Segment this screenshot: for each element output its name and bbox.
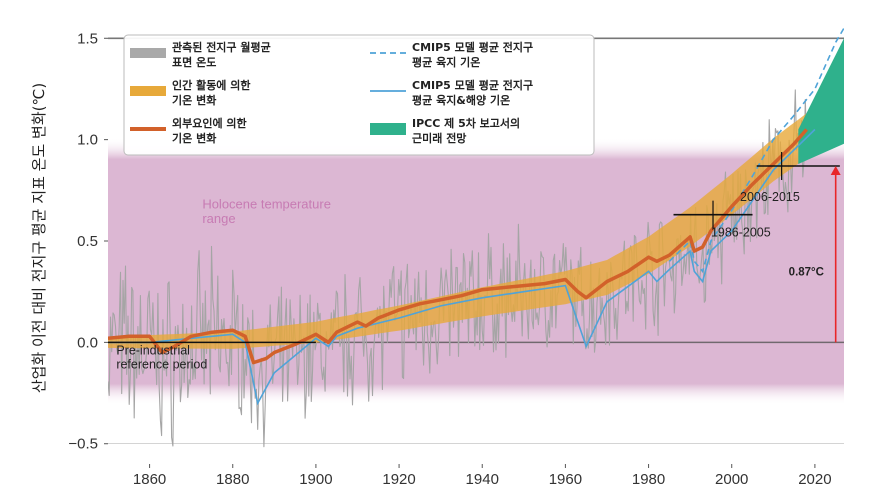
x-tick-label: 1860 bbox=[133, 471, 166, 488]
preindustrial-label-line2: reference period bbox=[116, 358, 207, 372]
legend-swatch bbox=[130, 48, 166, 58]
period-marker-label: 1986-2005 bbox=[711, 226, 771, 240]
holocene-range-label: Holocene temperature range bbox=[202, 197, 331, 226]
preindustrial-label-line1: Pre-industrial bbox=[116, 344, 190, 358]
y-axis-ticks: −0.5 0.0 0.5 1.0 1.5 bbox=[68, 30, 108, 453]
legend-label-line1: 관측된 전지구 월평균 bbox=[172, 40, 271, 54]
period-markers: 1986-2005 2006-2015 bbox=[673, 151, 840, 240]
legend-swatch bbox=[130, 86, 166, 96]
x-tick-label: 2000 bbox=[715, 471, 748, 488]
y-tick-label: 0.0 bbox=[77, 334, 98, 351]
warming-arrow: 0.87°C bbox=[789, 165, 841, 343]
legend-label-line2: 평균 육지 기온 bbox=[412, 55, 480, 69]
x-tick-label: 1980 bbox=[632, 471, 665, 488]
holocene-label-line2: range bbox=[202, 211, 235, 226]
legend-label-line2: 근미래 전망 bbox=[412, 131, 466, 145]
legend-label-line1: IPCC 제 5차 보고서의 bbox=[412, 116, 520, 130]
legend-label-line2: 기온 변화 bbox=[172, 131, 216, 145]
legend-swatch bbox=[370, 123, 406, 135]
legend-label-line2: 표면 온도 bbox=[172, 55, 216, 69]
legend-label-line2: 기온 변화 bbox=[172, 93, 216, 107]
y-tick-label: −0.5 bbox=[68, 436, 98, 453]
x-tick-label: 1900 bbox=[299, 471, 332, 488]
legend-label-line2: 평균 육지&해양 기온 bbox=[412, 93, 510, 107]
legend-box bbox=[123, 34, 595, 156]
y-axis-label: 산업화 이전 대비 전지구 평균 지표 온도 변화(℃) bbox=[30, 83, 48, 393]
cmip5-land-ocean-series bbox=[108, 128, 816, 406]
x-axis-ticks: 1860 1880 1900 1920 1940 1960 1980 2000 2020 bbox=[133, 464, 832, 488]
y-tick-label: 1.0 bbox=[77, 132, 98, 149]
legend-label-line1: CMIP5 모델 평균 전지구 bbox=[412, 40, 533, 54]
x-tick-label: 1960 bbox=[549, 471, 582, 488]
anthropogenic-warming-band bbox=[108, 113, 807, 349]
legend-label-line1: 인간 활동에 의한 bbox=[172, 78, 251, 92]
ipcc-projection-patch bbox=[798, 38, 844, 164]
external-forcing-series bbox=[108, 128, 808, 365]
legend-label-line1: CMIP5 모델 평균 전지구 bbox=[412, 78, 533, 92]
period-marker-label: 2006-2015 bbox=[740, 190, 800, 204]
y-tick-label: 1.5 bbox=[77, 30, 98, 47]
x-tick-label: 1880 bbox=[216, 471, 249, 488]
holocene-label-line1: Holocene temperature bbox=[202, 197, 331, 212]
x-tick-label: 2020 bbox=[798, 471, 831, 488]
x-tick-label: 1920 bbox=[382, 471, 415, 488]
x-tick-label: 1940 bbox=[466, 471, 499, 488]
warming-arrow-head bbox=[830, 165, 841, 175]
warming-label: 0.87°C bbox=[789, 266, 824, 278]
legend-label-line1: 외부요인에 의한 bbox=[172, 116, 247, 130]
y-tick-label: 0.5 bbox=[77, 233, 98, 250]
